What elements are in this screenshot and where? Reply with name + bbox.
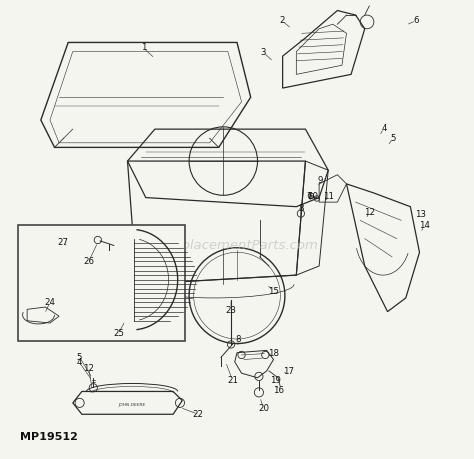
Text: 6: 6 <box>413 16 419 25</box>
Text: 14: 14 <box>419 221 429 230</box>
Text: 12: 12 <box>364 207 375 217</box>
Text: 12: 12 <box>83 364 94 373</box>
Text: 19: 19 <box>270 376 281 386</box>
Text: 1: 1 <box>141 44 146 52</box>
Text: 2: 2 <box>279 16 284 25</box>
Text: 16: 16 <box>273 386 284 395</box>
Text: 15: 15 <box>268 286 279 296</box>
Text: 17: 17 <box>283 367 293 376</box>
Text: JOHN DEERE: JOHN DEERE <box>118 403 146 407</box>
Text: 5: 5 <box>390 134 396 143</box>
Text: 8: 8 <box>235 336 241 344</box>
Text: 7: 7 <box>306 192 312 201</box>
Text: 5: 5 <box>77 353 82 362</box>
Text: 24: 24 <box>45 298 55 307</box>
Text: 9: 9 <box>318 176 323 185</box>
Text: 3: 3 <box>261 48 266 57</box>
Text: 13: 13 <box>415 210 426 219</box>
Text: 23: 23 <box>226 306 237 315</box>
Text: 20: 20 <box>258 404 269 413</box>
Text: 26: 26 <box>83 257 94 266</box>
Text: 25: 25 <box>113 329 124 338</box>
Text: 8: 8 <box>298 204 304 213</box>
Bar <box>18 225 184 341</box>
Text: eReplacementParts.com: eReplacementParts.com <box>156 239 318 252</box>
Text: 27: 27 <box>57 238 68 247</box>
Text: 10: 10 <box>307 192 318 201</box>
Text: 4: 4 <box>77 358 82 367</box>
Text: 21: 21 <box>227 375 238 385</box>
Text: MP19512: MP19512 <box>20 431 78 442</box>
Text: 18: 18 <box>268 349 279 358</box>
Text: 22: 22 <box>193 410 204 419</box>
Text: 4: 4 <box>381 124 387 133</box>
Text: 11: 11 <box>323 192 334 201</box>
